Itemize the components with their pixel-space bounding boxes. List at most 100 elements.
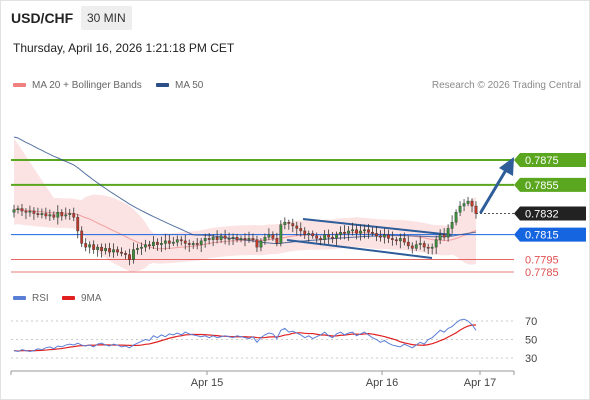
x-tick-label-apr-15: Apr 15 [191, 377, 223, 389]
candle-body [347, 230, 350, 234]
candle-body [100, 246, 104, 252]
candle-body [390, 238, 394, 240]
legend-bollinger-label: MA 20 + Bollinger Bands [32, 80, 142, 91]
candle-body [462, 203, 466, 207]
level-label-0.7875: 0.7875 [525, 155, 559, 167]
level-tag-0.7875 [514, 153, 586, 167]
candle-body [426, 246, 430, 249]
candle-body [406, 241, 410, 247]
candle-body [323, 234, 327, 240]
candle-body [247, 238, 251, 240]
candle-body [191, 243, 195, 245]
candle-body [331, 236, 335, 239]
candle-body [235, 236, 239, 240]
candle-body [223, 235, 227, 239]
candle-body [32, 210, 36, 214]
candle-body [207, 238, 211, 240]
candle-body [283, 222, 287, 225]
candle-body [355, 229, 358, 234]
legend-rsi-label: RSI [32, 293, 49, 304]
x-tick-label-apr-16: Apr 16 [366, 377, 398, 389]
level-label-0.7832: 0.7832 [525, 209, 559, 221]
candle-body [28, 210, 32, 213]
candle-body [155, 241, 159, 245]
candle-body [80, 230, 84, 244]
candle-body [88, 244, 92, 248]
interval-badge[interactable]: 30 MIN [81, 6, 132, 30]
rsi-ma-swatch [62, 296, 75, 301]
bollinger-swatch [13, 83, 26, 88]
candle-body [20, 208, 24, 212]
candle-body [239, 238, 243, 240]
candle-body [231, 236, 235, 239]
candle-body [112, 249, 115, 253]
candle-body [383, 234, 386, 238]
candle-body [44, 213, 48, 217]
candle-body [311, 233, 315, 237]
candle-body [140, 246, 143, 249]
ma50-swatch [156, 83, 169, 88]
level-tag-0.7855 [514, 177, 586, 192]
candle-body [116, 249, 119, 253]
candle-body [84, 243, 88, 248]
candle-body [319, 238, 323, 240]
credit-text: Research © 2026 Trading Central [431, 80, 581, 91]
projection-arrow-shaft [479, 168, 508, 214]
candle-body [96, 246, 100, 250]
candle-body [255, 239, 259, 248]
candle-body [12, 209, 16, 213]
candle-body [167, 240, 171, 244]
candle-body [303, 230, 307, 235]
level-label-0.7785: 0.7785 [525, 267, 559, 279]
legend-rsi: RSI [13, 293, 49, 304]
candle-body [148, 244, 151, 247]
instrument-title: USD/CHF [11, 10, 74, 26]
rsi-tick-70: 70 [525, 316, 537, 328]
candle-body [363, 229, 366, 232]
candle-body [175, 239, 179, 243]
candle-body [179, 239, 183, 242]
candle-body [307, 233, 311, 235]
legend-rsi-ma-label: 9MA [81, 293, 102, 304]
legend-bollinger: MA 20 + Bollinger Bands [13, 80, 142, 91]
candle-body [24, 210, 28, 213]
candle-body [291, 223, 295, 227]
rsi-tick-50: 50 [525, 335, 537, 347]
candle-body [450, 222, 454, 229]
legend-ma50: MA 50 [156, 80, 203, 91]
candle-body [64, 214, 68, 217]
legend-rsi-ma: 9MA [62, 293, 102, 304]
candle-body [124, 253, 127, 255]
candle-body [398, 238, 402, 242]
candle-body [446, 228, 450, 238]
rsi-swatch [13, 296, 26, 301]
candle-body [203, 238, 207, 242]
candle-body [343, 231, 346, 234]
candle-body [92, 244, 96, 250]
candle-body [442, 234, 446, 238]
rsi-tick-30: 30 [525, 353, 537, 365]
candle-body [227, 238, 231, 240]
candle-body [211, 236, 215, 240]
candle-body [386, 234, 390, 239]
projection-arrow-head [499, 157, 514, 176]
candle-body [351, 229, 354, 232]
candle-body [394, 239, 398, 242]
candle-body [434, 239, 438, 248]
candle-body [16, 208, 20, 210]
channel-lower-line [286, 239, 433, 259]
x-tick-label-apr-17: Apr 17 [464, 377, 496, 389]
candle-body [52, 214, 56, 218]
candle-body [327, 234, 331, 238]
candle-body [72, 213, 76, 218]
level-tag-0.7832 [514, 206, 586, 221]
candle-body [243, 238, 247, 240]
candle-body [108, 248, 111, 253]
candle-body [171, 241, 175, 244]
chart-datetime: Thursday, April 16, 2026 1:21:18 PM CET [13, 41, 235, 55]
candle-body [367, 229, 370, 233]
candle-body [183, 240, 187, 244]
candle-body [339, 231, 342, 235]
candle-body [195, 243, 199, 245]
